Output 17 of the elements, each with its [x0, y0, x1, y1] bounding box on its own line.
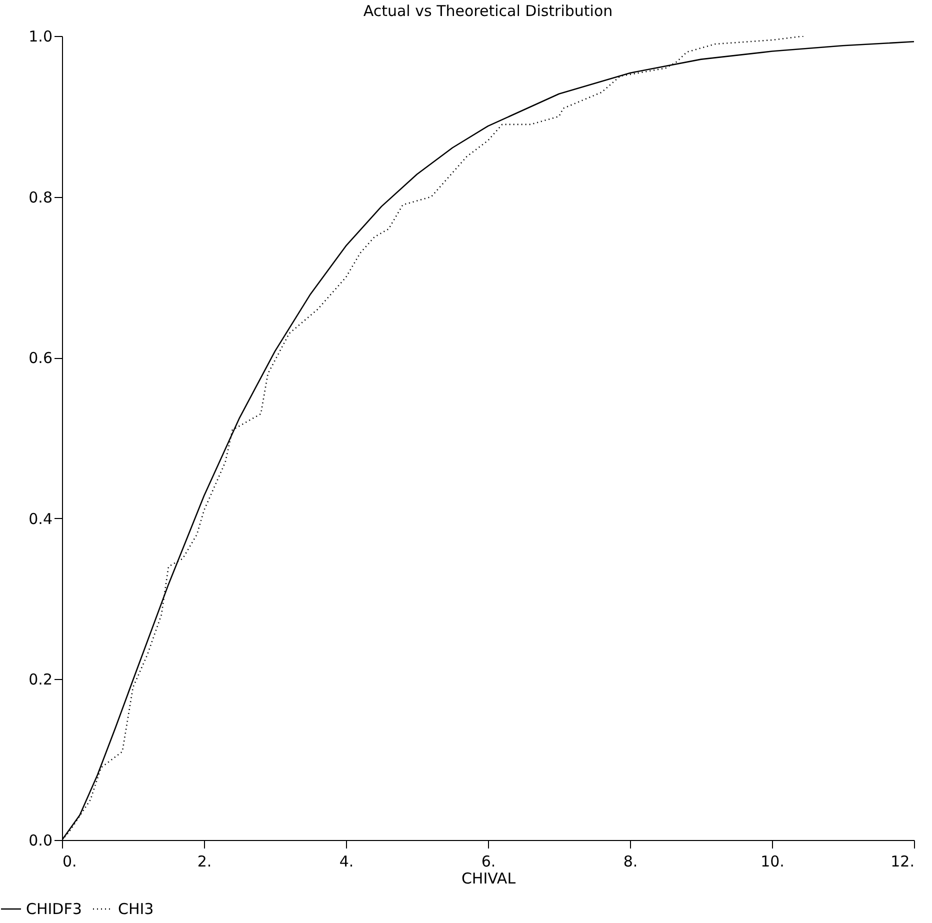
- y-tick-label: 0.6: [28, 349, 52, 368]
- y-tick-label: 0.2: [28, 670, 52, 689]
- y-tick-label: 0.4: [28, 510, 52, 528]
- x-tick-label: 0.: [62, 852, 77, 870]
- x-tick-label: 8.: [623, 852, 638, 870]
- x-tick-label: 2.: [197, 852, 212, 870]
- legend-label: CHI3: [118, 900, 154, 918]
- y-tick-label: 0.0: [28, 832, 52, 850]
- x-tick-label: 4.: [339, 852, 354, 870]
- y-tick-label: 1.0: [28, 28, 52, 46]
- chart-title: Actual vs Theoretical Distribution: [363, 2, 613, 20]
- x-tick-label: 6.: [481, 852, 496, 870]
- x-tick-label: 12.: [890, 852, 914, 870]
- x-tick-label: 10.: [760, 852, 784, 870]
- x-axis-title: CHIVAL: [461, 870, 516, 888]
- legend-label: CHIDF3: [26, 900, 82, 918]
- y-tick-label: 0.8: [28, 188, 52, 206]
